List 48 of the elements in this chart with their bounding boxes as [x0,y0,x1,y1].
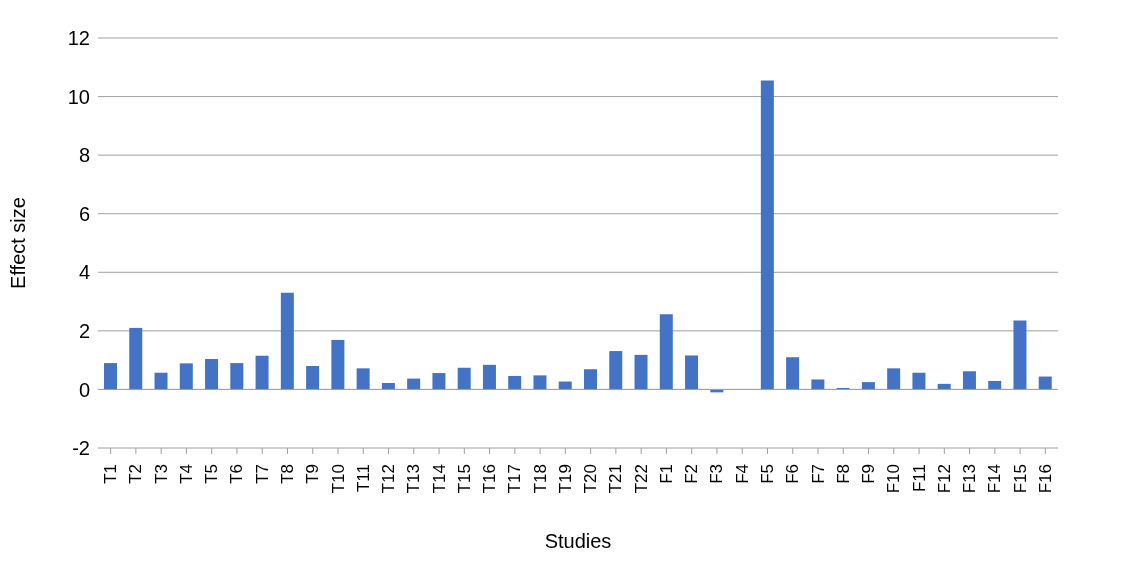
y-tick-label: 10 [67,85,90,108]
x-tick-label: T10 [328,464,348,494]
x-tick-label: T22 [631,464,651,494]
y-tick-label: 4 [78,261,90,284]
y-tick-label: 12 [67,27,90,50]
x-tick-label: F8 [833,464,853,484]
x-tick-label: F10 [884,464,904,494]
x-tick-label: T1 [101,464,121,484]
x-tick-label: T8 [277,464,297,484]
y-tick-label: 0 [78,378,90,401]
y-tick-label: 8 [78,144,90,167]
x-tick-label: T2 [126,464,146,484]
x-tick-label: F3 [707,464,727,484]
x-tick-label: T15 [454,464,474,494]
x-tick-label: F9 [859,464,879,484]
x-tick-label: F2 [682,464,702,484]
x-tick-label: F6 [783,464,803,484]
x-tick-label: F11 [909,464,929,493]
x-tick-label: F4 [732,464,752,484]
y-tick-label: -2 [72,437,90,460]
x-tick-label: F5 [757,464,777,484]
x-tick-label: T21 [606,464,626,494]
x-tick-label: F14 [985,464,1005,494]
x-tick-label: T19 [555,464,575,494]
x-tick-label: T16 [480,464,500,494]
x-tick-label: F13 [960,464,980,494]
x-tick-label: T5 [202,464,222,484]
x-tick-label: T17 [505,464,525,494]
y-tick-label: 2 [78,319,90,342]
x-tick-label: T4 [176,464,196,484]
x-tick-label: T11 [353,464,373,493]
x-tick-label: T3 [151,464,171,484]
x-tick-label: F12 [934,464,954,494]
x-tick-label: T12 [379,464,399,494]
x-tick-label: T14 [429,464,449,494]
x-tick-label: T18 [530,464,550,494]
x-tick-label: F1 [656,464,676,484]
x-tick-label: F15 [1010,464,1030,494]
y-axis-title: Effect size [7,197,30,289]
x-axis-title: Studies [544,530,612,552]
x-tick-label: T7 [252,464,272,484]
x-tick-label: T9 [303,464,323,484]
x-tick-label: F7 [808,464,828,484]
x-tick-label: T13 [404,464,424,494]
x-tick-label: T20 [581,464,601,494]
x-tick-label: T6 [227,464,247,484]
x-tick-label: F16 [1035,464,1055,494]
y-tick-label: 6 [78,202,90,225]
